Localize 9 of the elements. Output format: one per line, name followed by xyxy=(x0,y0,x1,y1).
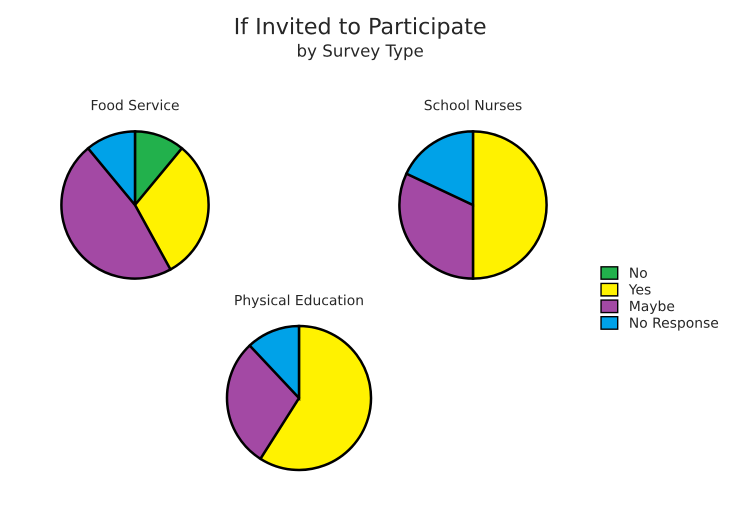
legend-label: Maybe xyxy=(630,300,674,314)
chart-title: Food Service xyxy=(92,100,179,110)
text: by Survey Type xyxy=(298,44,423,60)
legend-label: Yes xyxy=(628,284,651,295)
text: If Invited to Participate xyxy=(236,17,486,39)
legend-label: No xyxy=(630,268,647,278)
chart-title: Physical Education xyxy=(235,294,363,308)
legend-label: No Response xyxy=(630,318,718,331)
chart-title: School Nurses xyxy=(424,100,522,110)
